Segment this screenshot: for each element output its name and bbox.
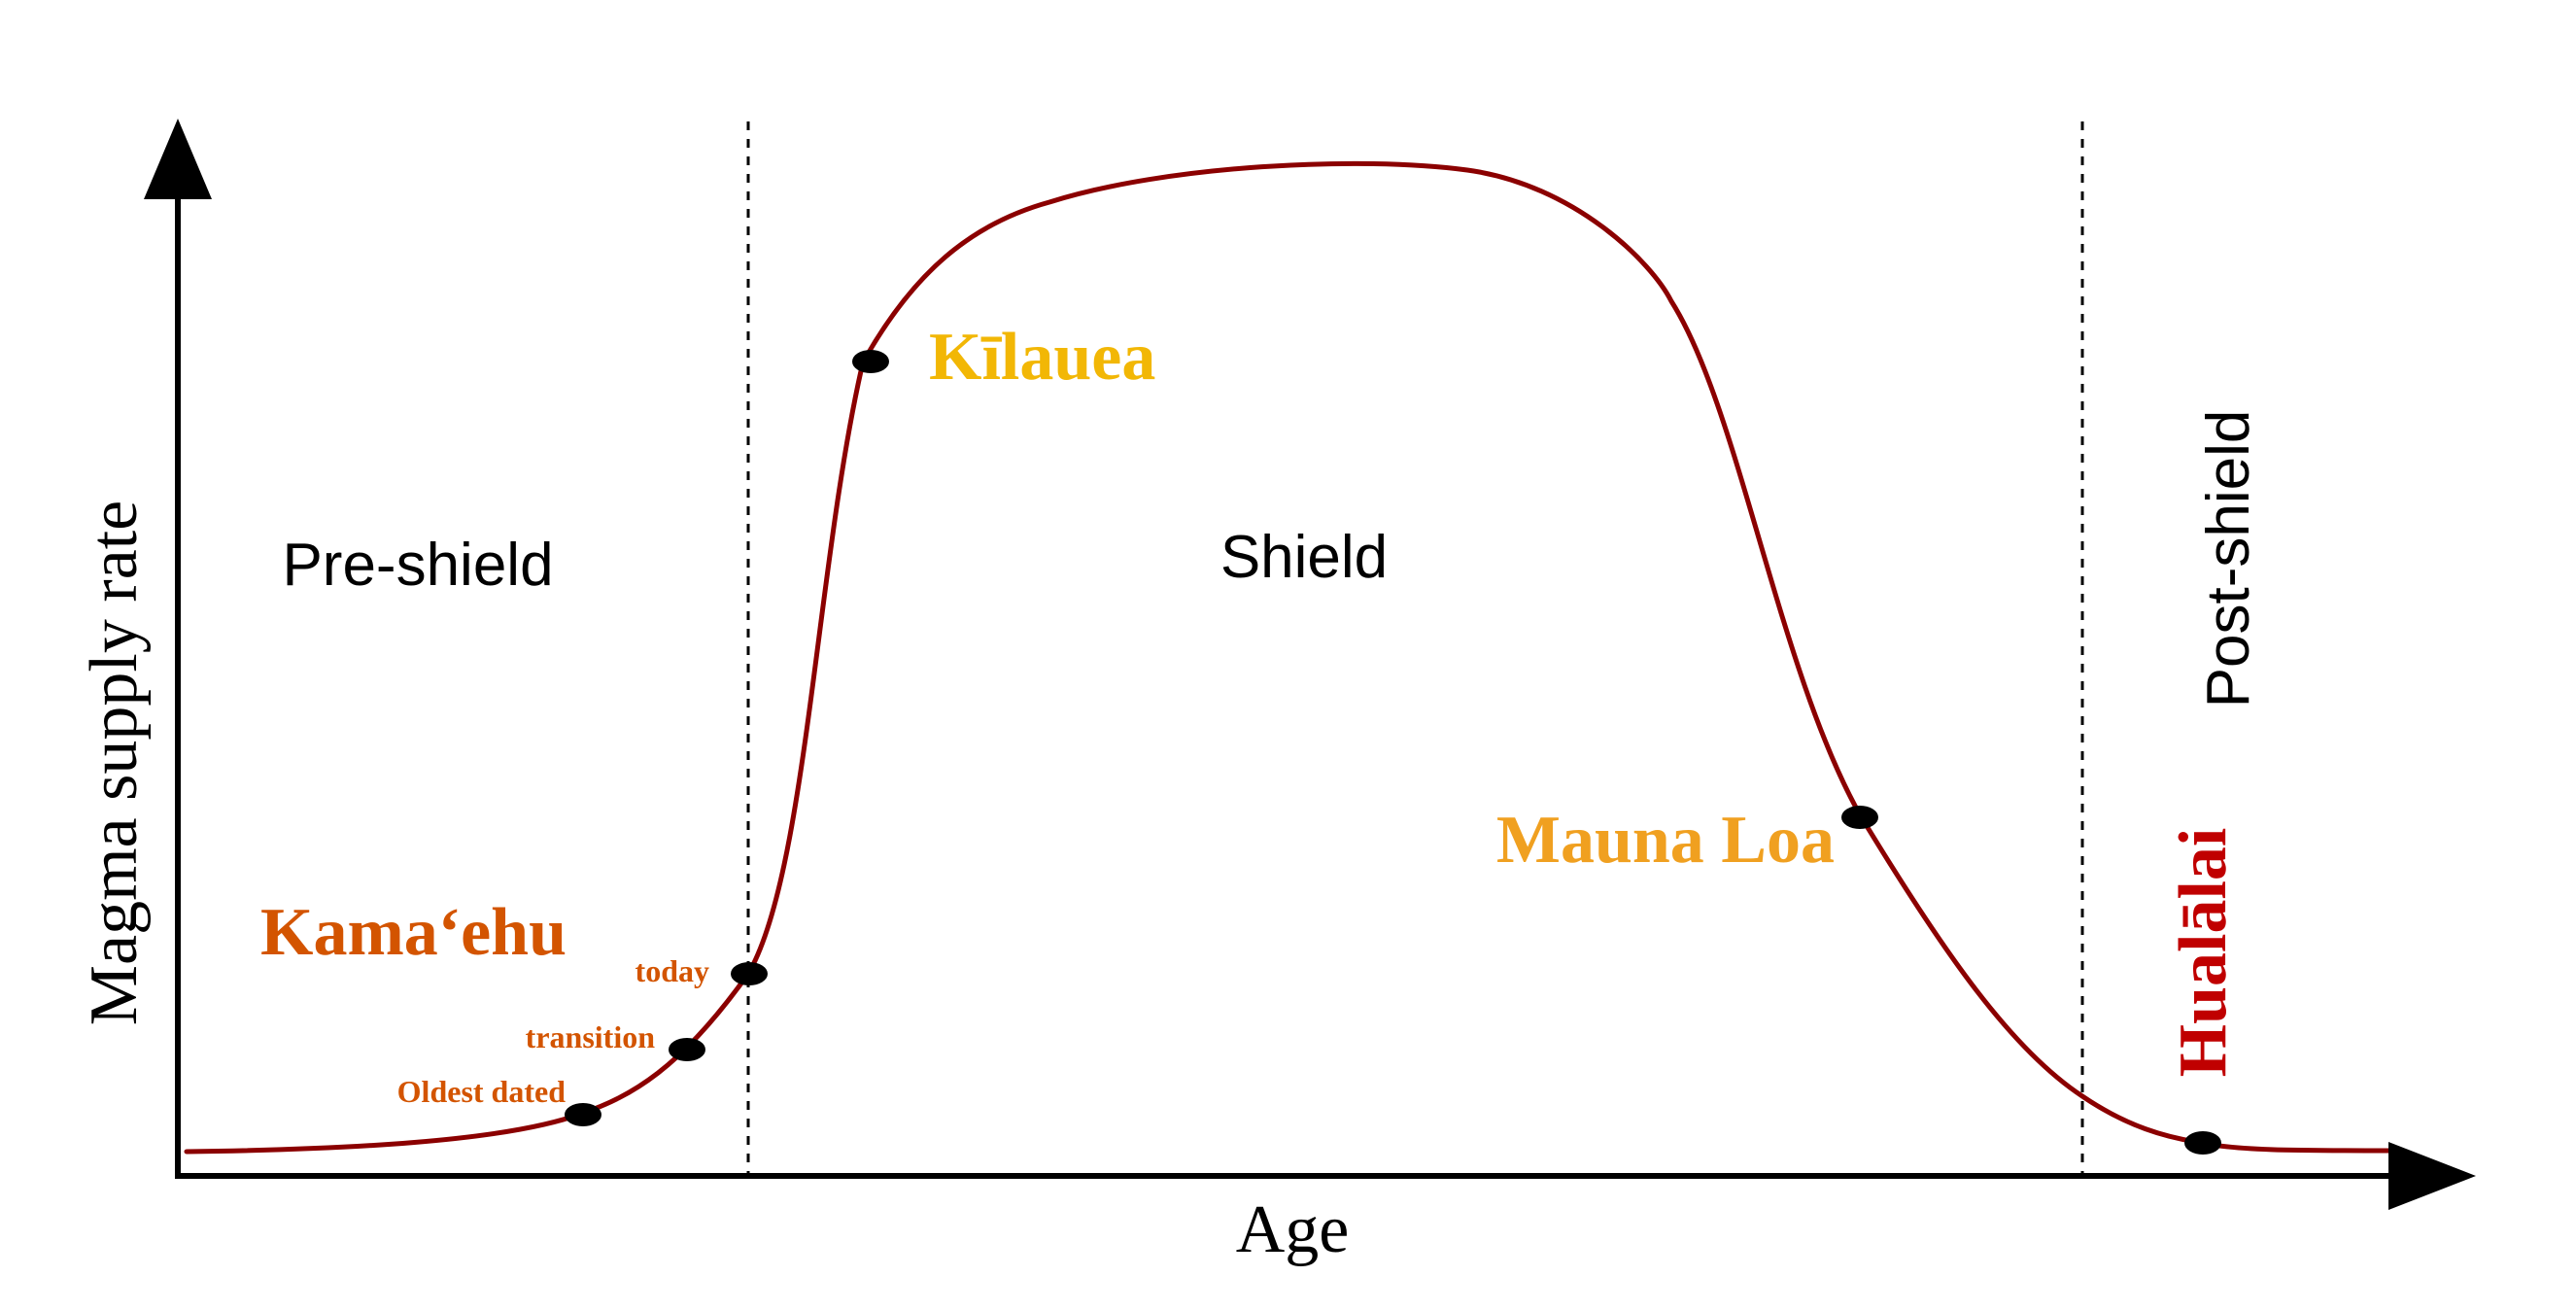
mauna-loa-marker	[1841, 806, 1878, 829]
kamaehu-oldest-dated-label: Oldest dated	[397, 1074, 567, 1109]
x-axis	[175, 1142, 2476, 1210]
mauna-loa-label: Mauna Loa	[1496, 803, 1835, 878]
x-axis-label: Age	[1236, 1192, 1350, 1267]
x-axis-arrowhead	[2388, 1142, 2476, 1210]
kamaehu-today-label: today	[635, 953, 709, 988]
y-axis	[144, 119, 212, 1176]
kamaehu-transition-marker	[669, 1038, 705, 1061]
magma-supply-curve	[184, 160, 2393, 1155]
kamaehu-transition-label: transition	[526, 1019, 656, 1054]
hualalai-label: Hualālai	[2166, 828, 2241, 1078]
y-axis-arrowhead	[144, 119, 212, 199]
kilauea-marker	[852, 350, 889, 373]
kilauea-label: Kīlauea	[929, 320, 1155, 395]
stage-label-shield: Shield	[1220, 524, 1388, 591]
y-axis-label: Magma supply rate	[77, 500, 152, 1025]
hualalai-marker	[2184, 1131, 2221, 1155]
kamaehu-oldest-dated-marker	[565, 1103, 601, 1126]
kamaehu-label: Kamaʻehu	[260, 895, 567, 970]
kamaehu-today-marker	[731, 962, 768, 985]
stage-label-post-shield: Post-shield	[2195, 410, 2262, 708]
stage-label-pre-shield: Pre-shield	[282, 532, 553, 599]
